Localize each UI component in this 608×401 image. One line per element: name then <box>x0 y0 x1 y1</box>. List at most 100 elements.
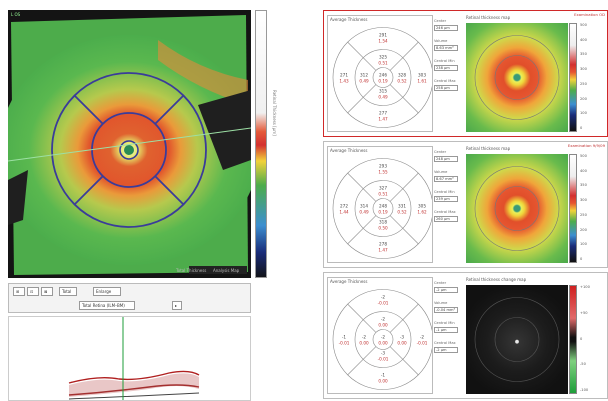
grid-value-inner-nasal: 328 <box>398 73 406 78</box>
overlay-ring <box>494 55 540 100</box>
analysis-panel-3: Average Thickness -2 0.00 -2 0.00 -3 -0.01 -2 0.… <box>323 272 608 399</box>
grid-value-outer-inferior: 278 <box>379 242 387 247</box>
grid-value-inner-temporal: 312 <box>360 73 368 78</box>
etdrs-grid: 2460.193250.513150.493120.493280.522911.… <box>332 27 432 128</box>
grid-value-outer-superior-sub: 1.55 <box>378 170 388 175</box>
colorbar-tick-label: 200 <box>580 228 587 232</box>
grid-value-inner-superior: 327 <box>379 186 387 191</box>
thickness-map-view[interactable]: L OS Total Thickness Analysis Map <box>8 10 251 278</box>
colorbar-tick-label: 300 <box>580 198 587 202</box>
grid-value-outer-nasal-sub: -0.01 <box>417 341 428 346</box>
stat-label: Central Min <box>434 190 455 194</box>
view-button-3[interactable]: ⊠ <box>41 287 53 296</box>
stat-value: -2 µm <box>434 287 458 293</box>
overlay-ring <box>474 166 560 251</box>
layer-button[interactable]: Total <box>59 287 77 296</box>
overlay-ring <box>494 317 540 362</box>
grid-value-inner-inferior: 315 <box>379 89 387 94</box>
stat-value: -1 µm <box>434 327 458 333</box>
panel-flag: Examination 9/9/09 <box>567 143 605 148</box>
grid-value-inner-inferior-sub: 0.50 <box>378 226 388 231</box>
map-caption: Total Thickness <box>176 268 207 273</box>
grid-value-inner-superior-sub: 0.51 <box>378 192 388 197</box>
overlay-ring <box>494 186 540 231</box>
stat-value: 246 µm <box>434 25 458 31</box>
image-title: Retinal thickness map <box>466 15 511 20</box>
stat-label: Central Max <box>434 341 456 345</box>
grid-value-inner-inferior-sub: -0.01 <box>378 357 389 362</box>
stat-label: Center <box>434 281 447 285</box>
eye-label: L OS <box>11 12 21 17</box>
grid-value-center: 248 <box>379 204 387 209</box>
stat-value: -0.04 mm³ <box>434 307 458 313</box>
segmentation-dropdown[interactable]: Total Retina (ILM–BM) <box>79 301 135 310</box>
grid-value-outer-superior-sub: -0.01 <box>378 301 389 306</box>
thickness-map-thumbnail[interactable] <box>466 154 568 263</box>
colorbar-tick-label: 0 <box>580 126 583 130</box>
grid-ring <box>372 198 394 219</box>
grid-divider <box>389 303 419 333</box>
map-caption-right: Analysis Map <box>213 268 240 273</box>
colorbar-tick-label: 0 <box>580 257 583 261</box>
grid-divider <box>389 41 419 71</box>
grid-ring <box>332 158 432 259</box>
colorbar-tick-label: 500 <box>580 154 587 158</box>
colorbar-title: Retinal Thickness [µm] <box>272 90 277 136</box>
colorbar-tick-label: +50 <box>580 311 588 315</box>
image-title: Retinal thickness map <box>466 146 511 151</box>
overlay-ring <box>474 35 560 120</box>
grid-divider <box>389 346 419 376</box>
grid-value-outer-temporal: 272 <box>340 204 348 209</box>
grid-divider <box>347 84 377 114</box>
play-icon[interactable]: ▸ <box>172 301 182 310</box>
thickness-map-thumbnail[interactable] <box>466 23 568 132</box>
view-button-2[interactable]: ⊡ <box>27 287 39 296</box>
grid-ring <box>354 49 412 106</box>
grid-ring <box>354 180 412 237</box>
grid-value-inner-temporal-sub: 0.49 <box>359 79 369 84</box>
grid-value-outer-nasal: 303 <box>418 73 426 78</box>
view-button-1[interactable]: ⊞ <box>13 287 25 296</box>
grid-value-outer-temporal: -1 <box>342 335 347 340</box>
grid-value-inner-inferior-sub: 0.49 <box>378 95 388 100</box>
change-map-image[interactable] <box>466 285 568 394</box>
grid-value-outer-nasal: -2 <box>420 335 425 340</box>
stat-label: Volume <box>434 170 448 174</box>
grid-value-center-sub: 0.19 <box>378 210 388 215</box>
grid-value-inner-temporal-sub: 0.00 <box>359 341 369 346</box>
colorbar-tick-label: 400 <box>580 169 587 173</box>
grid-value-inner-superior-sub: 0.00 <box>378 323 388 328</box>
grid-value-outer-inferior-sub: 1.47 <box>378 248 388 253</box>
panel-colorbar <box>569 285 577 394</box>
grid-value-outer-nasal: 305 <box>418 204 426 209</box>
enlarge-button[interactable]: Enlarge <box>93 287 121 296</box>
grid-value-outer-nasal-sub: 1.62 <box>417 210 427 215</box>
grid-value-inner-inferior: 318 <box>379 220 387 225</box>
colorbar-tick-label: 100 <box>580 242 587 246</box>
colorbar-tick-label: -50 <box>580 362 586 366</box>
colorbar-tick-label: 350 <box>580 52 587 56</box>
stat-value: -2 µm <box>434 347 458 353</box>
bscan-image <box>68 317 200 400</box>
colorbar-tick-label: 200 <box>580 97 587 101</box>
grid-value-inner-nasal-sub: 0.52 <box>397 79 407 84</box>
grid-title: Average Thickness <box>330 148 368 153</box>
grid-ring <box>372 329 394 350</box>
map-grid-overlay <box>474 35 560 120</box>
grid-value-outer-superior: 293 <box>379 164 387 169</box>
grid-value-inner-nasal-sub: 0.00 <box>397 341 407 346</box>
grid-value-inner-temporal: -2 <box>362 335 367 340</box>
colorbar-tick-label: 500 <box>580 23 587 27</box>
bscan-toolbar: ⊞ ⊡ ⊠ Total Enlarge Total Retina (ILM–BM… <box>8 283 251 313</box>
grid-value-inner-superior-sub: 0.51 <box>378 61 388 66</box>
analysis-panel-2: Examination 9/9/09 Average Thickness 248 0.… <box>323 141 608 268</box>
bscan-view[interactable] <box>8 316 251 401</box>
grid-value-center: 246 <box>379 73 387 78</box>
etdrs-grid: 2480.193270.513180.503140.493310.522931.… <box>332 158 432 259</box>
grid-value-outer-nasal-sub: 1.61 <box>417 79 427 84</box>
image-title: Retinal thickness change map <box>466 277 527 282</box>
grid-value-inner-nasal-sub: 0.52 <box>397 210 407 215</box>
map-grid-overlay <box>474 297 560 382</box>
etdrs-grid-box: Average Thickness -2 0.00 -2 0.00 -3 -0.01 -2 0.… <box>327 277 433 394</box>
stat-value: 239 µm <box>434 196 458 202</box>
